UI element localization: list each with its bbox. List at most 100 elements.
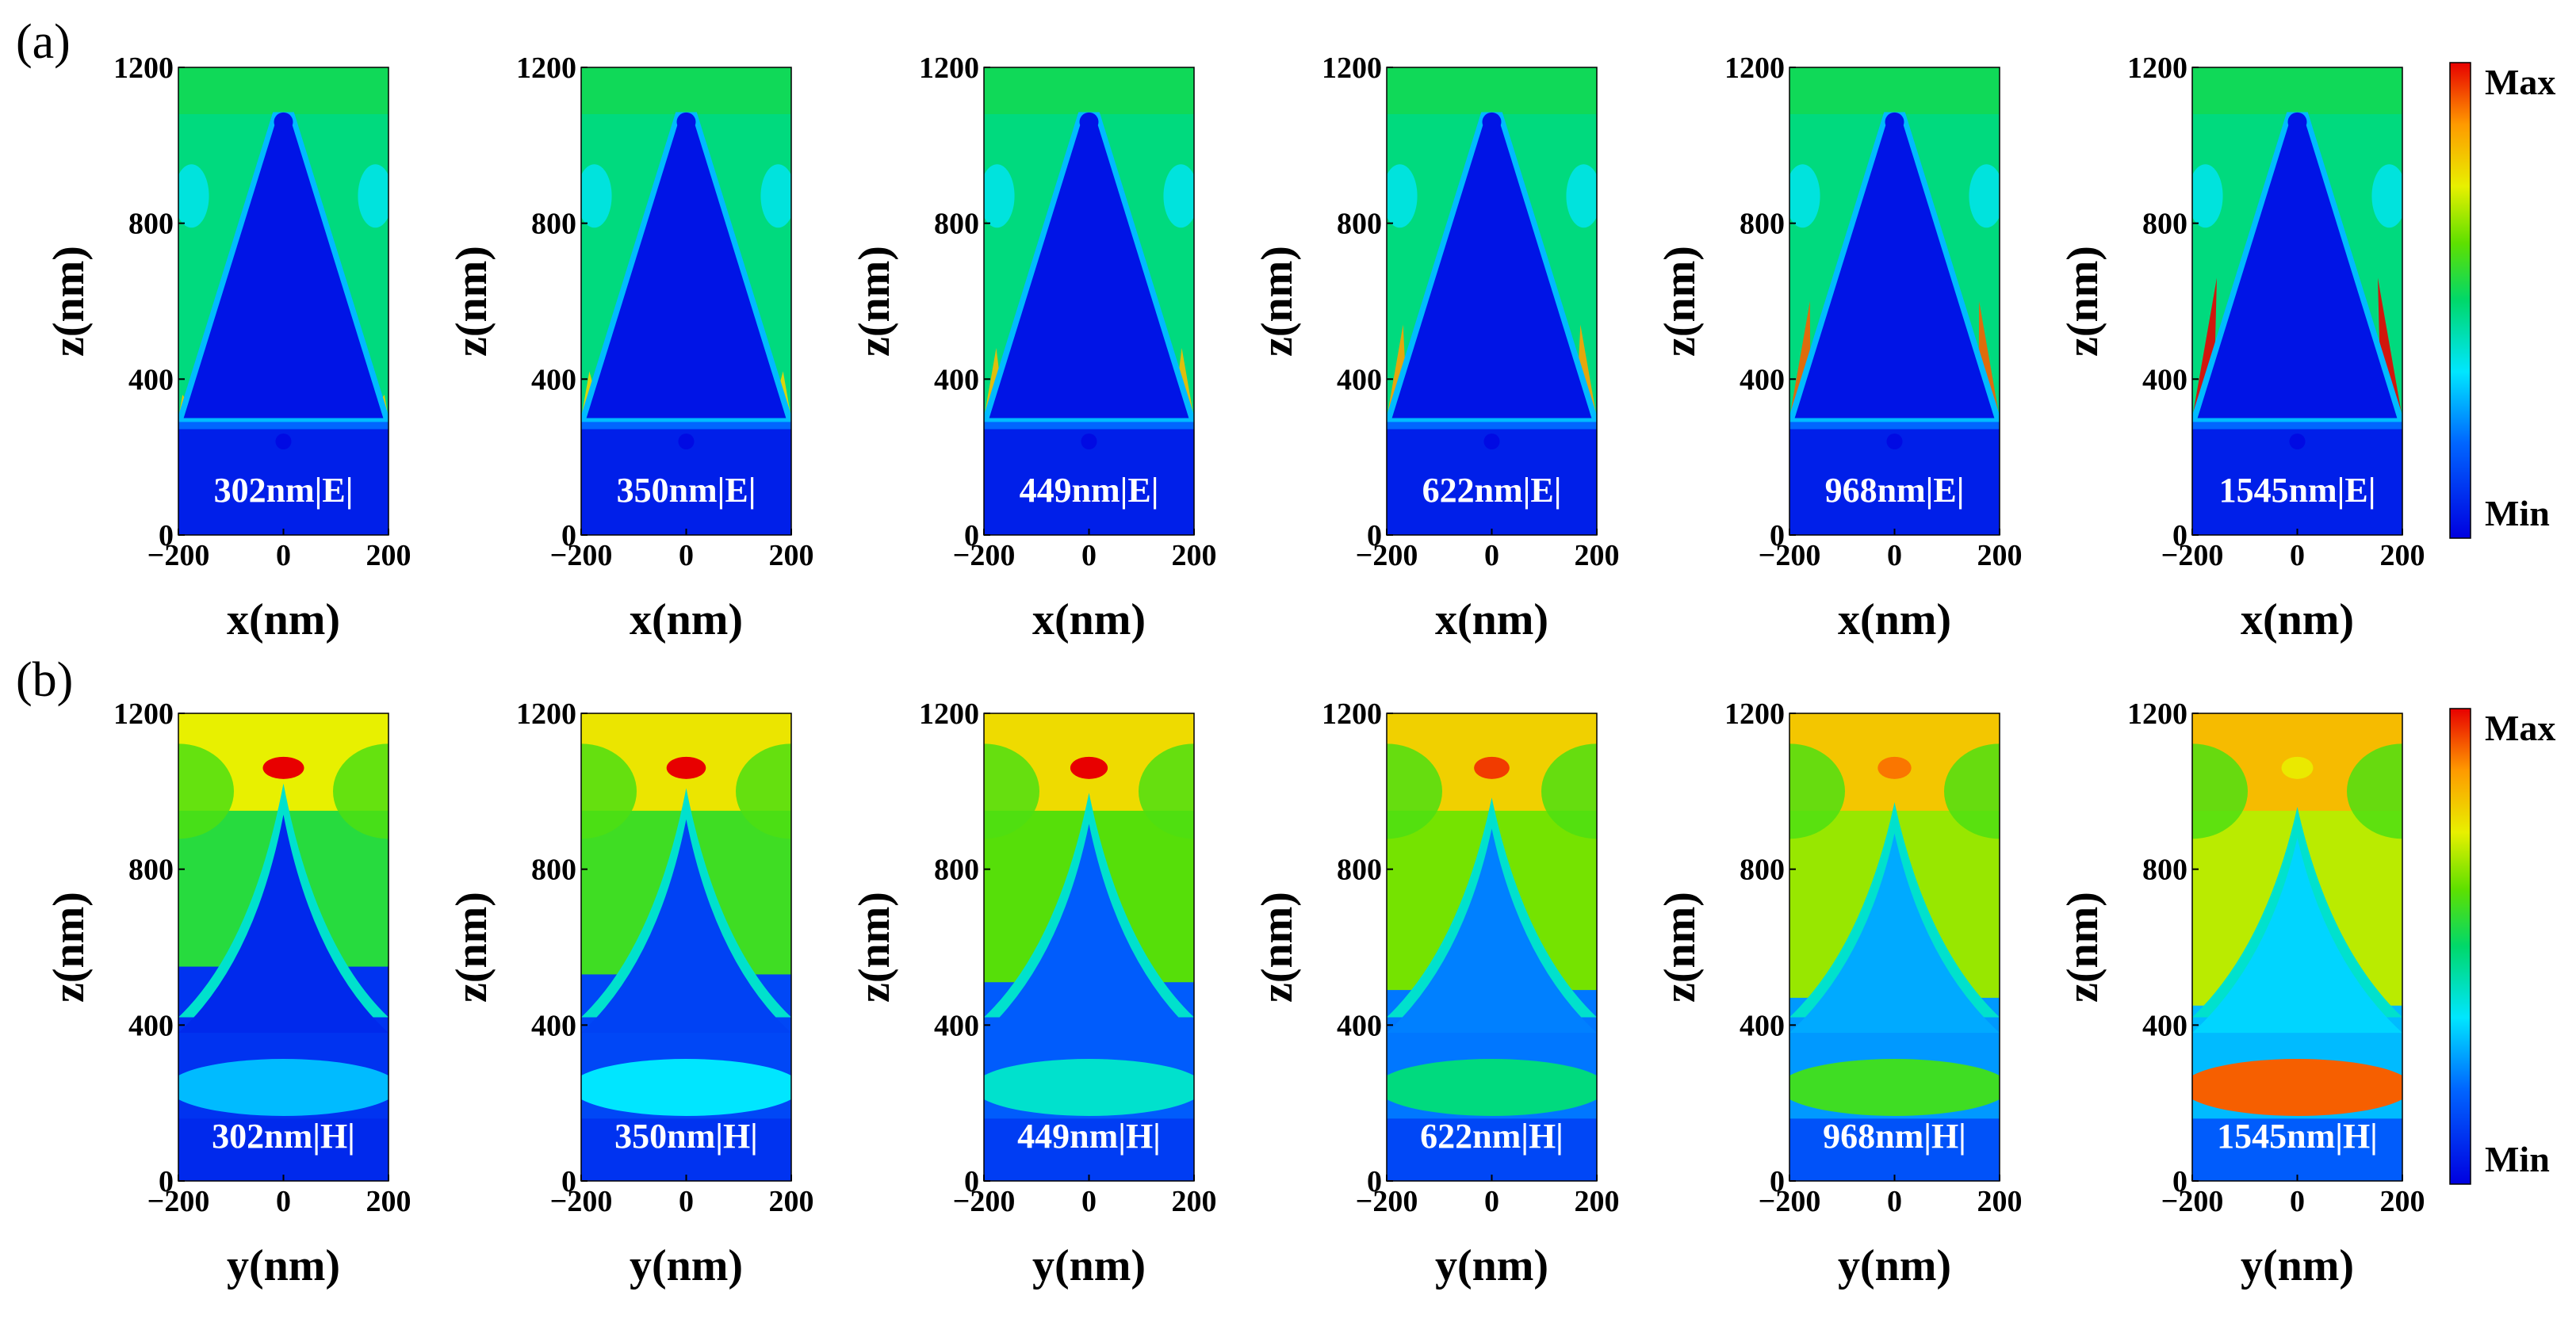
z-axis-label: z(nm) xyxy=(2058,246,2107,357)
colorbar-min-label: Min xyxy=(2485,1139,2550,1179)
z-axis-label: z(nm) xyxy=(1253,892,1302,1003)
wavelength-label: 1545nm|H| xyxy=(2217,1117,2378,1156)
side-lobe-left xyxy=(2192,743,2248,839)
x-tick-label: 0 xyxy=(1081,1185,1097,1218)
x-tick-label: −200 xyxy=(2161,539,2224,572)
z-tick-label: 400 xyxy=(128,363,174,396)
z-axis-label: z(nm) xyxy=(1655,246,1705,357)
side-lobe-right xyxy=(1944,743,2000,839)
z-tick-label: 1200 xyxy=(1724,697,1785,731)
heatmap-field xyxy=(1789,67,2000,535)
z-tick-label: 800 xyxy=(1337,854,1382,887)
x-axis-label: x(nm) xyxy=(1435,595,1548,644)
z-tick-label: 800 xyxy=(2142,208,2187,241)
cone-low-field xyxy=(1387,828,1597,1034)
z-tick-label: 800 xyxy=(531,854,576,887)
z-tick-label: 400 xyxy=(531,1009,576,1042)
wavelength-label: 302nm|E| xyxy=(214,471,354,510)
x-tick-label: 0 xyxy=(276,1185,291,1218)
wavelength-label: 968nm|H| xyxy=(1823,1117,1966,1156)
nanocone-tip xyxy=(1079,112,1099,132)
x-tick-label: −200 xyxy=(1759,539,1821,572)
x-tick-label: 0 xyxy=(2290,539,2305,572)
field-top-band xyxy=(2192,67,2402,114)
z-tick-label: 0 xyxy=(964,519,979,552)
base-band xyxy=(581,1059,791,1116)
x-axis-label: y(nm) xyxy=(227,1241,340,1290)
side-lobe-left xyxy=(581,164,612,228)
z-tick-label: 0 xyxy=(159,519,174,552)
side-lobe-right xyxy=(2371,164,2402,228)
colorbar-max-label: Max xyxy=(2485,62,2555,102)
z-axis-label: z(nm) xyxy=(447,246,496,357)
side-lobe-right xyxy=(1139,743,1194,839)
z-axis-label: z(nm) xyxy=(1655,892,1705,1003)
heatmap-field xyxy=(1387,67,1597,535)
z-tick-label: 400 xyxy=(934,1009,979,1042)
colorbar-min-label: Min xyxy=(2485,493,2550,533)
heatmap-field xyxy=(984,67,1194,535)
x-tick-label: 0 xyxy=(276,539,291,572)
x-axis-label: y(nm) xyxy=(630,1241,743,1290)
heatmap-field xyxy=(1789,713,2000,1181)
z-tick-label: 1200 xyxy=(1724,52,1785,85)
x-axis-label: x(nm) xyxy=(1838,595,1951,644)
side-lobe-left xyxy=(984,164,1015,228)
x-tick-label: −200 xyxy=(147,539,210,572)
substrate-region xyxy=(581,1118,791,1181)
z-tick-label: 400 xyxy=(1337,363,1382,396)
z-tick-label: 400 xyxy=(2142,1009,2187,1042)
x-axis-label: x(nm) xyxy=(2241,595,2354,644)
z-tick-label: 0 xyxy=(964,1165,979,1198)
z-tick-label: 800 xyxy=(128,208,174,241)
nanocone-tip xyxy=(1885,112,1904,132)
heatmap-field xyxy=(178,67,389,535)
x-tick-label: 0 xyxy=(1484,1185,1499,1218)
x-tick-label: 200 xyxy=(1977,1185,2023,1218)
x-tick-label: −200 xyxy=(147,1185,210,1218)
z-tick-label: 1200 xyxy=(113,697,174,731)
cone-low-field xyxy=(178,814,389,1034)
field-top-band xyxy=(581,67,791,114)
z-tick-label: 0 xyxy=(159,1165,174,1198)
wavelength-label: 350nm|E| xyxy=(617,471,756,510)
z-tick-label: 0 xyxy=(1367,519,1382,552)
tip-hot-spot xyxy=(1474,756,1510,779)
x-axis-label: y(nm) xyxy=(2241,1241,2354,1290)
base-band xyxy=(2192,1059,2402,1116)
x-tick-label: −200 xyxy=(2161,1185,2224,1218)
z-tick-label: 0 xyxy=(2172,519,2187,552)
x-tick-label: 200 xyxy=(1575,539,1620,572)
side-lobe-left xyxy=(984,743,1039,839)
heatmap-field xyxy=(1387,713,1597,1181)
base-band xyxy=(984,1059,1194,1116)
z-tick-label: 400 xyxy=(128,1009,174,1042)
cone-low-field xyxy=(581,819,791,1034)
x-tick-label: 200 xyxy=(366,539,411,572)
field-top-band xyxy=(178,67,389,114)
x-tick-label: 200 xyxy=(2380,1185,2425,1218)
heatmap-field xyxy=(581,713,791,1181)
z-tick-label: 0 xyxy=(2172,1165,2187,1198)
x-axis-label: y(nm) xyxy=(1435,1241,1548,1290)
z-tick-label: 0 xyxy=(561,1165,576,1198)
nanocone xyxy=(1794,121,1995,418)
base-band xyxy=(178,1059,389,1116)
side-lobe-left xyxy=(178,164,209,228)
x-axis-label: y(nm) xyxy=(1032,1241,1146,1290)
side-lobe-right xyxy=(358,164,389,228)
side-lobe-left xyxy=(2192,164,2223,228)
nanocone-tip xyxy=(676,112,696,132)
x-tick-label: 200 xyxy=(1575,1185,1620,1218)
z-axis-label: z(nm) xyxy=(1253,246,1302,357)
side-lobe-right xyxy=(1969,164,2000,228)
substrate-region xyxy=(984,1118,1194,1181)
substrate-dot xyxy=(1886,434,1903,449)
